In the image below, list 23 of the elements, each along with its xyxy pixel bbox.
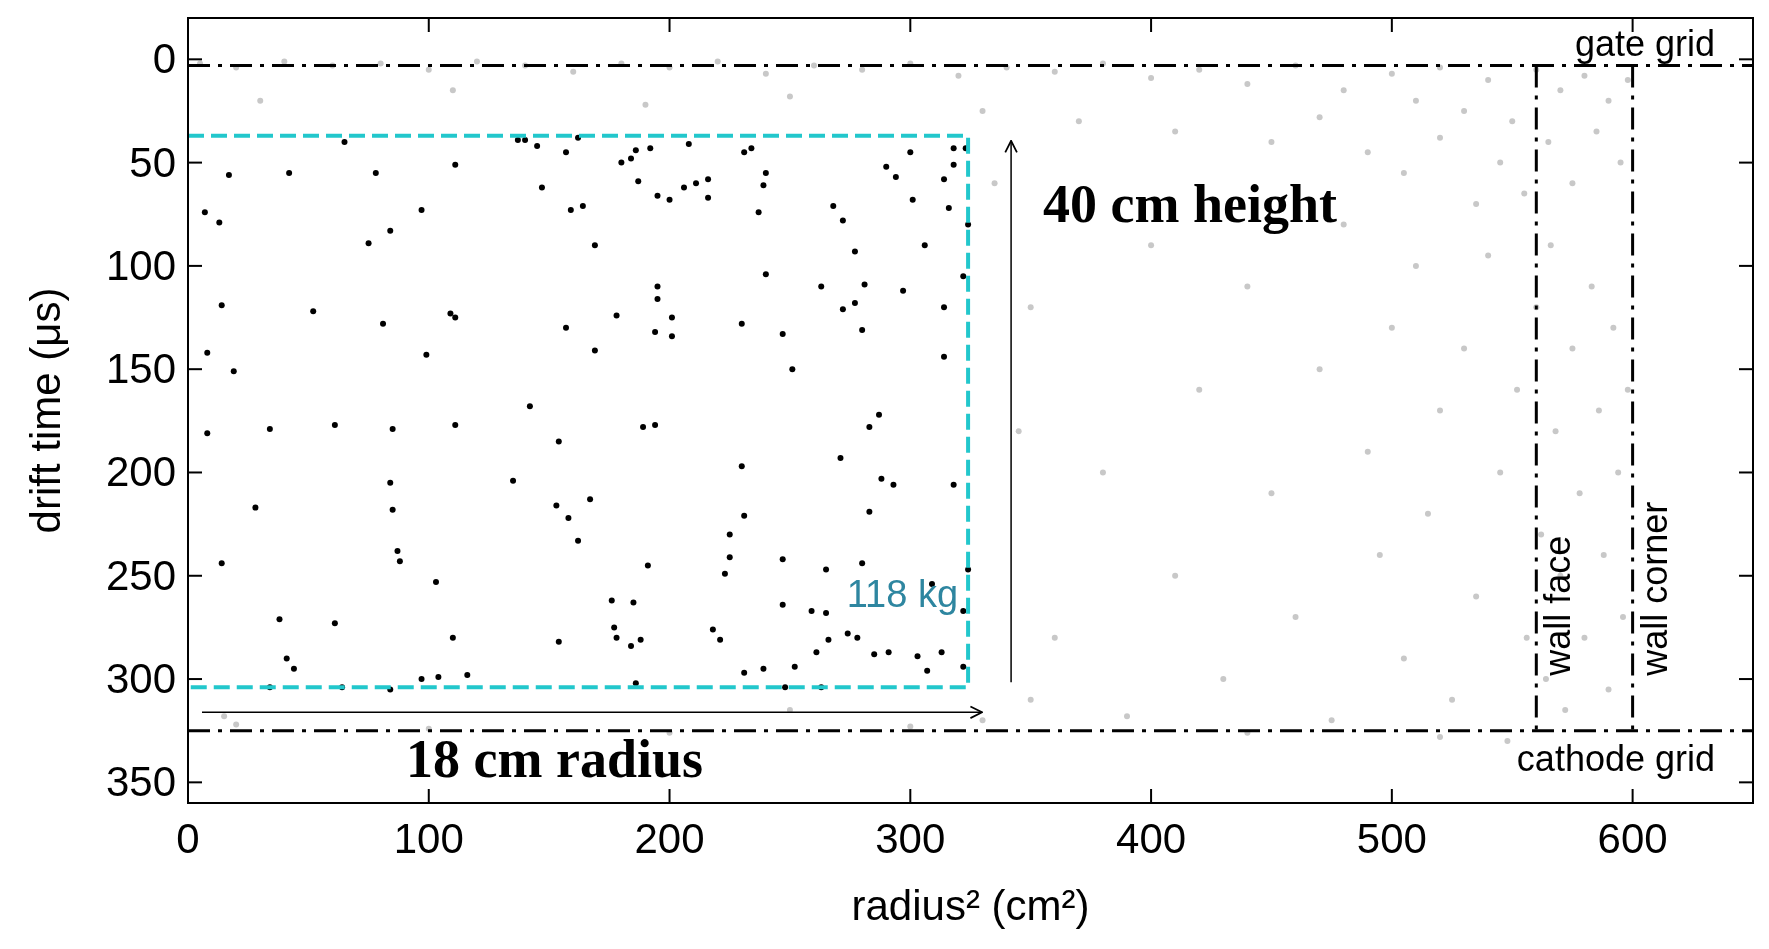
y-tick-label: 50	[129, 138, 176, 186]
x-tick-label: 100	[393, 815, 464, 862]
y-tick-label: 250	[105, 551, 176, 599]
y-axis-title: drift time (μs)	[22, 287, 69, 534]
x-tick-label: 600	[1597, 815, 1668, 862]
x-axis-title: radius² (cm²)	[851, 882, 1090, 929]
ref-line-label: wall face	[1537, 535, 1579, 677]
y-tick-label: 0	[152, 35, 176, 83]
y-tick-label: 350	[105, 758, 176, 806]
ref-line-label: gate grid	[1574, 22, 1715, 64]
y-tick-label: 100	[105, 241, 176, 289]
x-tick-label: 300	[875, 815, 946, 862]
x-tick-label: 500	[1356, 815, 1427, 862]
annotation: 18 cm radius	[406, 729, 703, 790]
annotation: 40 cm height	[1043, 174, 1338, 235]
y-tick-label: 200	[105, 448, 176, 496]
ref-line-label: cathode grid	[1516, 737, 1715, 779]
x-tick-label: 200	[634, 815, 705, 862]
x-tick-label: 400	[1116, 815, 1187, 862]
y-tick-label: 150	[105, 345, 176, 393]
ref-line-label: wall corner	[1633, 501, 1675, 677]
annotation: 118 kg	[846, 573, 959, 616]
y-tick-label: 300	[105, 655, 176, 703]
